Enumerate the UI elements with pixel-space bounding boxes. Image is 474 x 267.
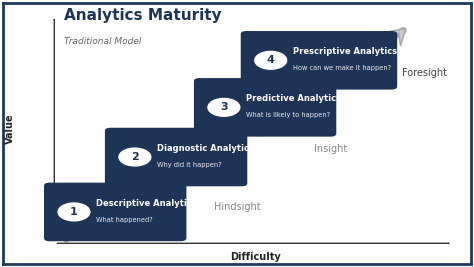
Text: Insight: Insight <box>314 144 347 154</box>
Circle shape <box>255 52 287 69</box>
Text: Why did it happen?: Why did it happen? <box>157 162 222 168</box>
Text: Diagnostic Analytics: Diagnostic Analytics <box>157 144 254 153</box>
Text: 2: 2 <box>131 152 139 162</box>
Circle shape <box>119 148 151 166</box>
FancyBboxPatch shape <box>194 78 337 137</box>
Text: Predictive Analytics: Predictive Analytics <box>246 94 341 103</box>
FancyBboxPatch shape <box>241 31 397 89</box>
Text: Hindsight: Hindsight <box>214 202 260 212</box>
Text: Prescriptive Analytics: Prescriptive Analytics <box>293 47 397 56</box>
Text: Traditional Model: Traditional Model <box>64 37 141 46</box>
FancyBboxPatch shape <box>105 128 247 186</box>
Text: How can we make it happen?: How can we make it happen? <box>293 65 392 71</box>
Text: Difficulty: Difficulty <box>230 252 281 262</box>
Circle shape <box>208 99 240 116</box>
FancyBboxPatch shape <box>44 183 186 241</box>
Circle shape <box>58 203 90 221</box>
Polygon shape <box>376 29 406 46</box>
Text: Descriptive Analytics: Descriptive Analytics <box>97 199 197 207</box>
Text: 4: 4 <box>267 55 274 65</box>
Text: Foresight: Foresight <box>402 68 447 78</box>
Text: Analytics Maturity: Analytics Maturity <box>64 8 221 23</box>
Text: 3: 3 <box>220 102 228 112</box>
Text: Value: Value <box>5 113 15 144</box>
Text: What is likely to happen?: What is likely to happen? <box>246 112 330 118</box>
Text: 1: 1 <box>70 207 78 217</box>
Text: What happened?: What happened? <box>97 217 153 222</box>
